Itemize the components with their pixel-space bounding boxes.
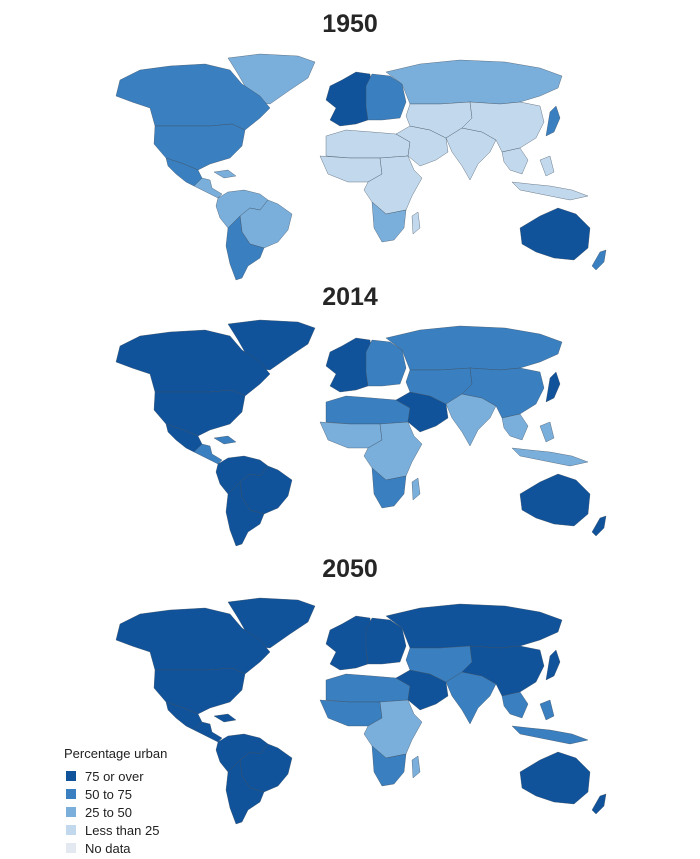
region-western-europe	[325, 615, 373, 671]
region-central-america	[193, 177, 223, 199]
region-caribbean	[213, 169, 237, 179]
region-southern-cone	[225, 759, 265, 825]
region-eastern-europe	[365, 339, 407, 387]
world-map-2050	[115, 597, 607, 825]
world-map-1950	[115, 53, 607, 281]
region-new-zealand	[591, 793, 607, 815]
region-sahel-west-africa	[319, 421, 383, 449]
region-western-europe	[325, 71, 373, 127]
region-southern-africa	[371, 745, 407, 787]
region-russia	[385, 603, 563, 649]
legend-label: Less than 25	[85, 822, 160, 838]
legend: Percentage urban 75 or over 50 to 75 25 …	[64, 746, 284, 857]
legend-swatch	[66, 825, 76, 835]
region-new-zealand	[591, 515, 607, 537]
legend-item-no-data: No data	[64, 839, 284, 857]
region-sahel-west-africa	[319, 699, 383, 727]
year-title-2050: 2050	[322, 555, 378, 583]
region-central-east-africa	[363, 699, 423, 759]
region-caribbean	[213, 435, 237, 445]
region-central-america	[193, 721, 223, 743]
legend-item-75-or-over: 75 or over	[64, 767, 284, 785]
region-western-europe	[325, 337, 373, 393]
region-canada	[115, 63, 271, 131]
region-southeast-asia	[501, 413, 589, 467]
region-southern-africa	[371, 201, 407, 243]
legend-swatch	[66, 843, 76, 853]
year-title-2014: 2014	[322, 283, 378, 311]
region-southern-cone	[225, 215, 265, 281]
region-southern-africa	[371, 467, 407, 509]
region-eastern-europe	[365, 617, 407, 665]
region-caribbean	[213, 713, 237, 723]
legend-item-50-to-75: 50 to 75	[64, 785, 284, 803]
region-japan	[545, 649, 561, 681]
legend-swatch	[66, 789, 76, 799]
region-sahel-west-africa	[319, 155, 383, 183]
region-japan	[545, 105, 561, 137]
region-russia	[385, 59, 563, 105]
region-russia	[385, 325, 563, 371]
region-eastern-europe	[365, 73, 407, 121]
region-central-america	[193, 443, 223, 465]
region-new-zealand	[591, 249, 607, 271]
region-australia	[519, 751, 591, 805]
region-madagascar	[411, 477, 421, 501]
region-canada	[115, 607, 271, 675]
region-japan	[545, 371, 561, 403]
region-madagascar	[411, 755, 421, 779]
legend-item-25-to-50: 25 to 50	[64, 803, 284, 821]
region-australia	[519, 473, 591, 527]
region-central-east-africa	[363, 155, 423, 215]
region-canada	[115, 329, 271, 397]
legend-label: 50 to 75	[85, 786, 132, 802]
region-southeast-asia	[501, 147, 589, 201]
region-australia	[519, 207, 591, 261]
year-title-1950: 1950	[322, 10, 378, 38]
world-map-2014	[115, 319, 607, 547]
legend-label: 75 or over	[85, 768, 144, 784]
region-southern-cone	[225, 481, 265, 547]
region-madagascar	[411, 211, 421, 235]
legend-label: 25 to 50	[85, 804, 132, 820]
region-central-east-africa	[363, 421, 423, 481]
legend-label: No data	[85, 840, 131, 856]
legend-title: Percentage urban	[64, 746, 168, 761]
legend-swatch	[66, 771, 76, 781]
legend-item-less-than-25: Less than 25	[64, 821, 284, 839]
region-southeast-asia	[501, 691, 589, 745]
legend-swatch	[66, 807, 76, 817]
